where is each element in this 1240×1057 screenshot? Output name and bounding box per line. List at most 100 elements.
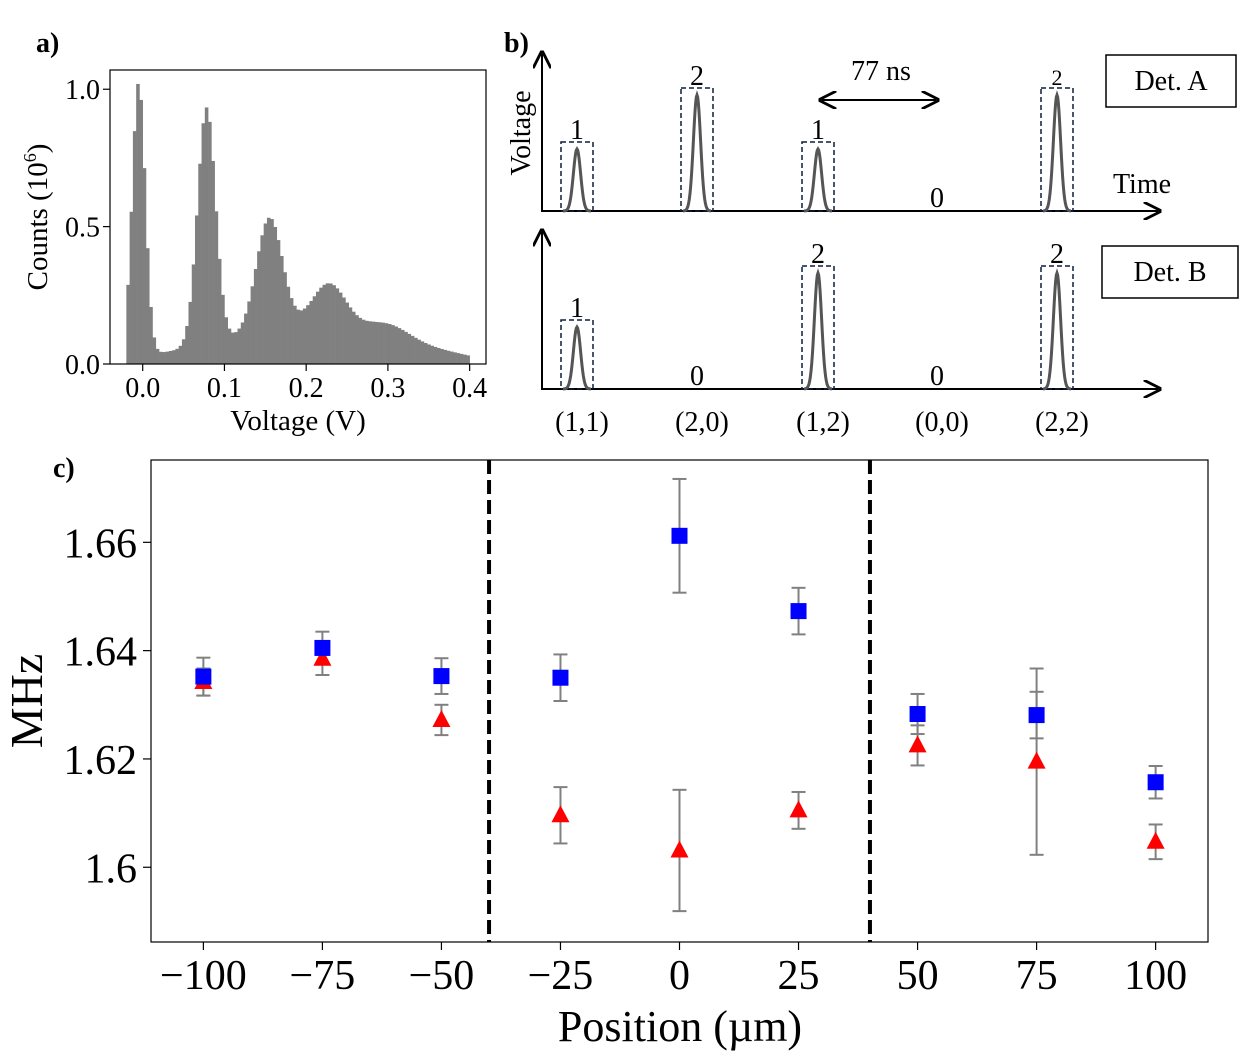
det-b-count-label: 1 [570, 293, 584, 324]
histogram-ylabel-main: Counts (10 [22, 162, 54, 290]
histogram-bar [378, 322, 382, 364]
histogram-bar [440, 348, 444, 364]
red-triangle-marker [551, 805, 570, 823]
histogram-bar [309, 300, 314, 364]
histogram-bar [152, 337, 157, 364]
histogram-bar [191, 264, 196, 364]
det-a-pulse-box [560, 141, 594, 212]
det-a-pulse-box [1040, 87, 1074, 212]
histogram-bar [365, 320, 369, 364]
blue-square-marker [552, 669, 569, 686]
scatter-panel: −100 −75 −50 −25 0 25 50 75 100 1.6 1.62 1.64 1.66 P… [1, 459, 1209, 1051]
det-a-pulse [1042, 90, 1072, 213]
histogram-bar [129, 211, 134, 364]
histogram-bar [204, 107, 209, 364]
histogram-frame [109, 69, 487, 365]
det-b-pulse [803, 268, 833, 391]
slot-label: (0,0) [915, 407, 969, 438]
blue-square-marker [671, 527, 688, 544]
histogram-bar [466, 355, 470, 364]
histogram-bar [450, 351, 454, 364]
det-b-box [1101, 245, 1239, 299]
histogram-bar [430, 345, 434, 364]
histogram-bar [257, 251, 261, 364]
histogram-bar [404, 331, 408, 364]
time-axis-label: Time [1113, 169, 1171, 200]
histogram-bar [325, 283, 330, 364]
blue-square-marker [790, 603, 807, 620]
histogram-bar [201, 123, 206, 364]
histogram-bar [276, 240, 281, 364]
histogram-ticks: 0.0 0.1 0.2 0.3 0.4 0.0 0.5 1.0 [65, 75, 487, 404]
histogram-bar [443, 349, 448, 364]
histogram-bar [260, 235, 264, 364]
det-b-count-label: 0 [930, 361, 944, 392]
x-tick-label: 100 [1124, 953, 1187, 999]
histogram-bar [459, 353, 464, 364]
histogram-bar [397, 328, 402, 364]
blue-square-marker [433, 668, 450, 685]
y-tick-label: 1.6 [85, 846, 138, 892]
histogram-bar [286, 286, 291, 364]
x-tick-label: 0.3 [370, 373, 405, 404]
det-b-pulse-box [560, 319, 594, 390]
histogram-bar [247, 301, 251, 364]
det-a-pulse [803, 146, 833, 213]
x-tick-label: 0.2 [289, 373, 324, 404]
histogram-bar [175, 348, 179, 364]
panel-label-a: a) [36, 28, 59, 59]
histogram-bar [417, 339, 421, 364]
y-tick-label: 1.66 [64, 521, 138, 567]
histogram-bar [319, 287, 323, 364]
histogram-bar [329, 283, 333, 364]
histogram-bar [322, 284, 327, 364]
y-tick-label: 1.62 [64, 738, 138, 784]
histogram-ylabel-sup: 6 [20, 153, 40, 162]
histogram-bar [145, 248, 150, 364]
red-triangle-marker [789, 800, 808, 818]
pulse-diagram-panel: Voltage Time 77 ns Det. A Det. B 1 1 (1,1)… [506, 54, 1239, 438]
red-triangle-marker [1027, 751, 1046, 769]
scatter-ticks: −100 −75 −50 −25 0 25 50 75 100 1.6 1.62 1.64 1.66 [64, 521, 1188, 999]
histogram-bar [159, 351, 163, 364]
histogram-bar [253, 269, 258, 364]
det-a-count-label: 1 [811, 115, 825, 146]
histogram-bar [178, 345, 183, 364]
histogram-bar [410, 335, 415, 364]
histogram-bar [237, 328, 242, 364]
slot-label: (1,1) [555, 407, 609, 438]
histogram-bar [306, 305, 310, 364]
histogram-bar [293, 305, 297, 364]
histogram-bar [224, 317, 229, 364]
histogram-bar [195, 215, 199, 364]
histogram-bar [139, 99, 143, 364]
slot-label: (2,2) [1035, 407, 1089, 438]
histogram-bar [315, 291, 320, 364]
det-b-pulse-box [801, 265, 835, 390]
histogram-bar [250, 286, 255, 364]
det-b-label: Det. B [1133, 257, 1206, 288]
y-tick-label: 1.0 [65, 75, 100, 106]
panel-label-b: b) [504, 28, 529, 59]
histogram-bar [338, 292, 343, 364]
det-b-count-label: 2 [811, 239, 825, 270]
slot-label: (2,0) [675, 407, 729, 438]
blue-square-marker [1028, 707, 1045, 724]
y-tick-label: 1.64 [64, 630, 138, 676]
det-a-count-label: 2 [690, 61, 704, 92]
histogram-bar [208, 121, 212, 365]
red-triangle-marker [908, 735, 927, 753]
histogram-bar [302, 308, 307, 364]
red-triangle-marker [313, 648, 332, 666]
histogram-bar [280, 255, 284, 364]
histogram-bar [371, 321, 376, 364]
histogram-bar [126, 284, 130, 364]
histogram-bar [188, 301, 193, 364]
x-tick-label: −75 [290, 953, 356, 999]
histogram-bar [283, 272, 287, 364]
x-tick-label: 50 [897, 953, 939, 999]
histogram-bar [387, 324, 392, 364]
histogram-bar [132, 131, 137, 364]
det-a-count-label: 2 [1052, 65, 1063, 90]
